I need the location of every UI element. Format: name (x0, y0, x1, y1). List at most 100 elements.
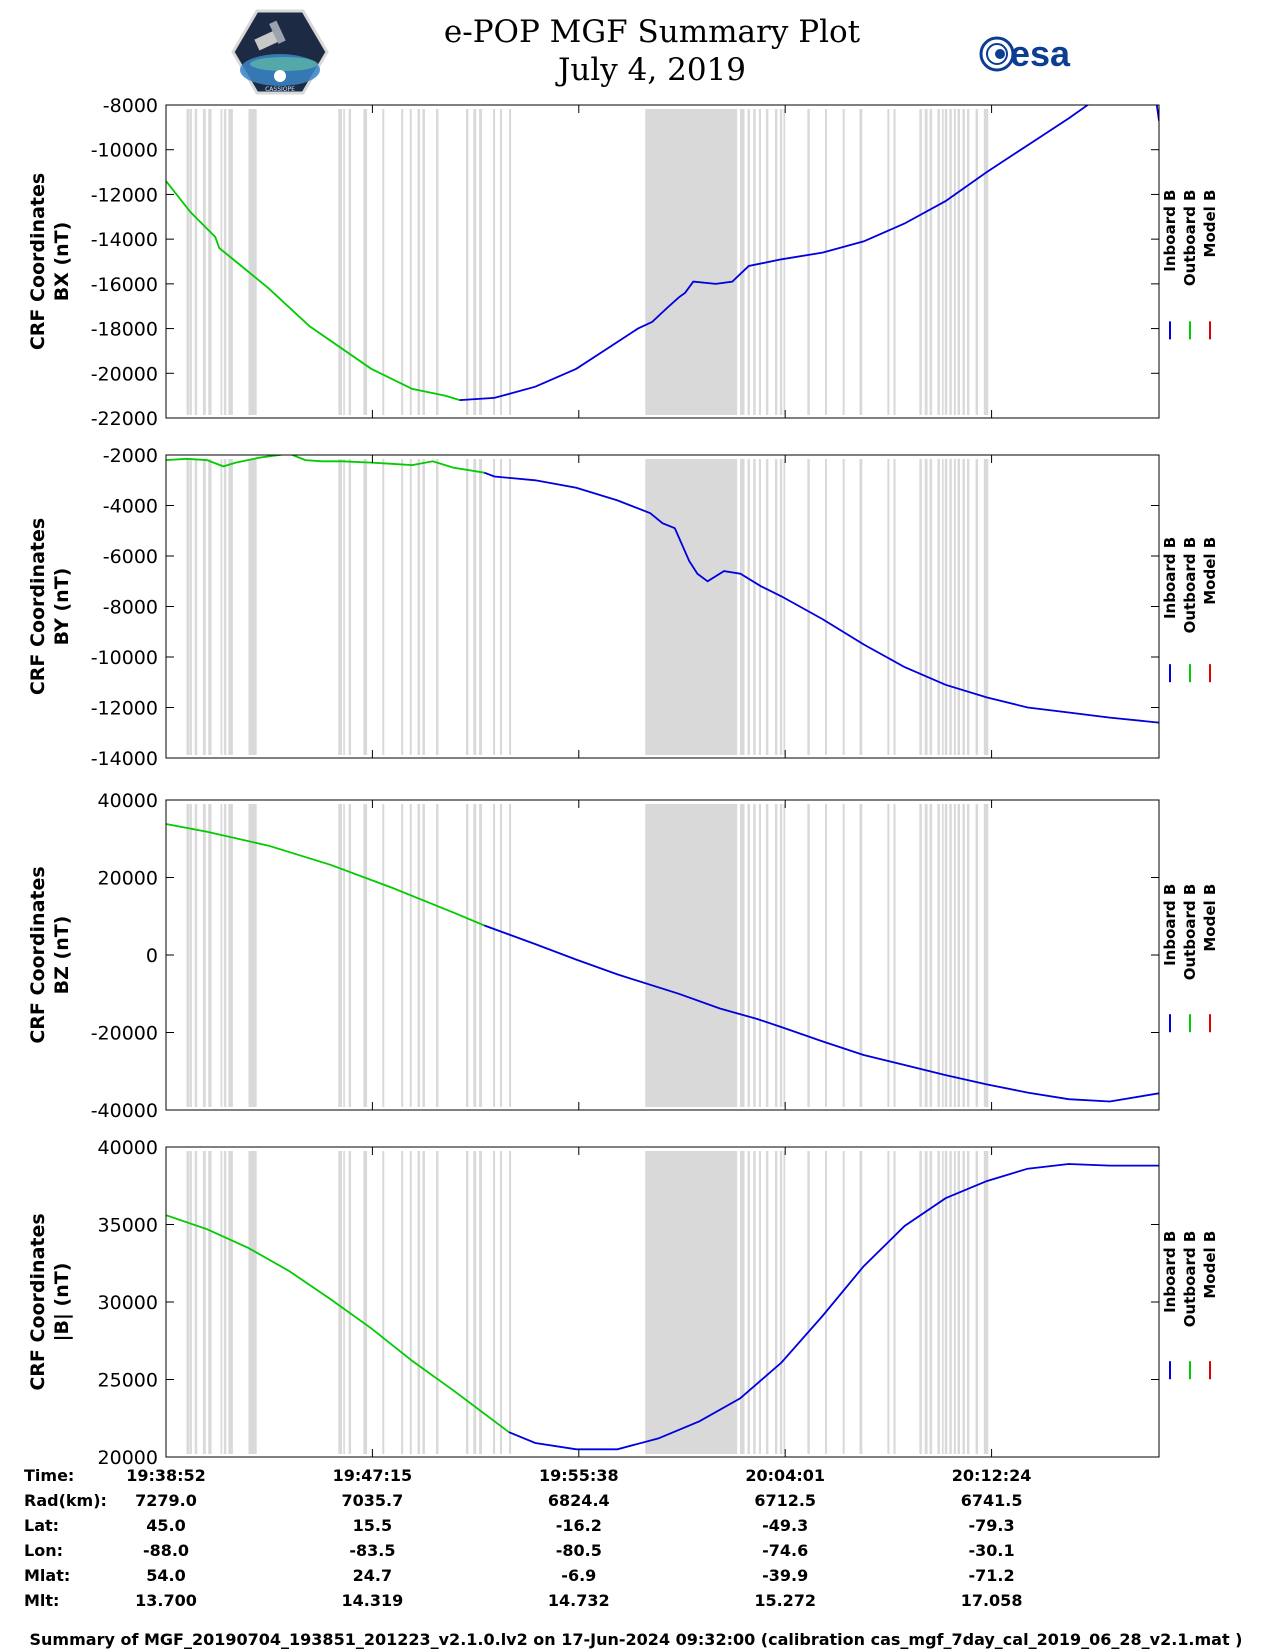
gap-band (479, 109, 482, 415)
gap-band (983, 459, 989, 755)
gap-band (228, 1151, 233, 1454)
gap-band (842, 459, 845, 755)
gap-band (753, 1151, 756, 1454)
legend-label: Model B (1201, 1231, 1219, 1299)
gap-band (186, 459, 189, 755)
gap-band (929, 804, 933, 1107)
table-cell: -88.0 (143, 1541, 189, 1560)
title-line2: July 4, 2019 (555, 52, 746, 88)
gap-band (248, 1151, 257, 1454)
table-cell: 14.319 (342, 1591, 404, 1610)
gap-band (500, 1151, 503, 1454)
gap-band (944, 459, 948, 755)
table-cell: -16.2 (556, 1516, 602, 1535)
gap-band (924, 804, 928, 1107)
gap-band (740, 109, 745, 415)
gap-band (758, 1151, 761, 1454)
gap-band (493, 804, 496, 1107)
gap-band (747, 1151, 750, 1454)
gap-band (783, 109, 786, 415)
gap-band (186, 1151, 189, 1454)
gap-band (783, 1151, 786, 1454)
y-tick-label: 20000 (98, 868, 158, 890)
gap-band (223, 1151, 227, 1454)
gap-band (228, 109, 233, 415)
gap-band (929, 459, 933, 755)
gap-band (919, 804, 922, 1107)
gap-band (348, 1151, 352, 1454)
gap-band (363, 109, 368, 415)
legend-label: Model B (1201, 884, 1219, 952)
gap-band (962, 109, 965, 415)
gap-band (953, 804, 956, 1107)
y-tick-label: -10000 (91, 140, 158, 162)
legend-label: Model B (1201, 190, 1219, 258)
gap-band (382, 109, 385, 415)
gap-band (740, 1151, 745, 1454)
gap-band (975, 804, 979, 1107)
gap-band (493, 1151, 496, 1454)
panel-1: -8000 -10000 -12000 -14000 -16000 -18000 -2000… (27, 95, 1219, 430)
panels: -8000 -10000 -12000 -14000 -16000 -18000 -2000… (27, 95, 1219, 1469)
outboard-b-line (166, 823, 485, 927)
table-cell: 19:55:38 (539, 1466, 619, 1485)
gap-band (957, 109, 960, 415)
table-cell: -83.5 (349, 1541, 395, 1560)
legend: Inboard B Outboard B Model B (1161, 537, 1219, 683)
gap-band (824, 804, 828, 1107)
gap-band (422, 109, 425, 415)
gap-band (807, 1151, 810, 1454)
table-cell: 54.0 (146, 1566, 185, 1585)
gap-band (417, 109, 420, 415)
table-cell: -80.5 (556, 1541, 602, 1560)
outboard-b-line (166, 180, 461, 401)
table-cell: 14.732 (548, 1591, 610, 1610)
gap-band (465, 459, 469, 755)
gap-band (807, 109, 810, 415)
gap-band (962, 1151, 965, 1454)
gap-band (248, 109, 257, 415)
y-tick-label: -2000 (103, 445, 158, 467)
gap-band (500, 804, 503, 1107)
y-tick-label: -8000 (103, 597, 158, 619)
gap-band (382, 1151, 385, 1454)
gap-band (479, 804, 482, 1107)
gap-band (435, 804, 439, 1107)
panel-2: -2000 -4000 -6000 -8000 -10000 -12000 -14000 CR… (27, 445, 1219, 770)
y-axis-label: CRF Coordinates BX (nT) (27, 173, 73, 350)
gap-band (343, 109, 345, 415)
gap-band (859, 804, 863, 1107)
gap-band (473, 1151, 477, 1454)
gap-band (919, 459, 922, 755)
gap-band (983, 804, 989, 1107)
gap-band (975, 109, 979, 415)
legend-label: Inboard B (1161, 1231, 1179, 1313)
gap-band (924, 459, 928, 755)
table-cell: 45.0 (146, 1516, 185, 1535)
gap-band (465, 109, 469, 415)
gap-band (949, 1151, 952, 1454)
gap-band (202, 109, 206, 415)
gap-band (409, 1151, 412, 1454)
gap-band (983, 1151, 989, 1454)
gap-band (937, 1151, 940, 1454)
legend: Inboard B Outboard B Model B (1161, 190, 1219, 340)
gap-band (924, 1151, 928, 1454)
table-cell: -74.6 (762, 1541, 808, 1560)
table-row-label: Time: (24, 1466, 74, 1485)
gap-band (957, 459, 960, 755)
gap-band (957, 1151, 960, 1454)
gap-band (779, 109, 783, 415)
gap-band (941, 804, 944, 1107)
gap-band (983, 109, 989, 415)
gap-band (887, 804, 890, 1107)
gap-band (937, 804, 940, 1107)
gap-band (944, 804, 948, 1107)
y-tick-label: -6000 (103, 546, 158, 568)
y-axis-label: CRF Coordinates |B| (nT) (27, 1213, 73, 1390)
gap-band (887, 1151, 890, 1454)
gap-band (348, 459, 352, 755)
table-cell: 7035.7 (342, 1491, 404, 1510)
gap-band (422, 804, 425, 1107)
y-tick-label: -20000 (91, 363, 158, 385)
